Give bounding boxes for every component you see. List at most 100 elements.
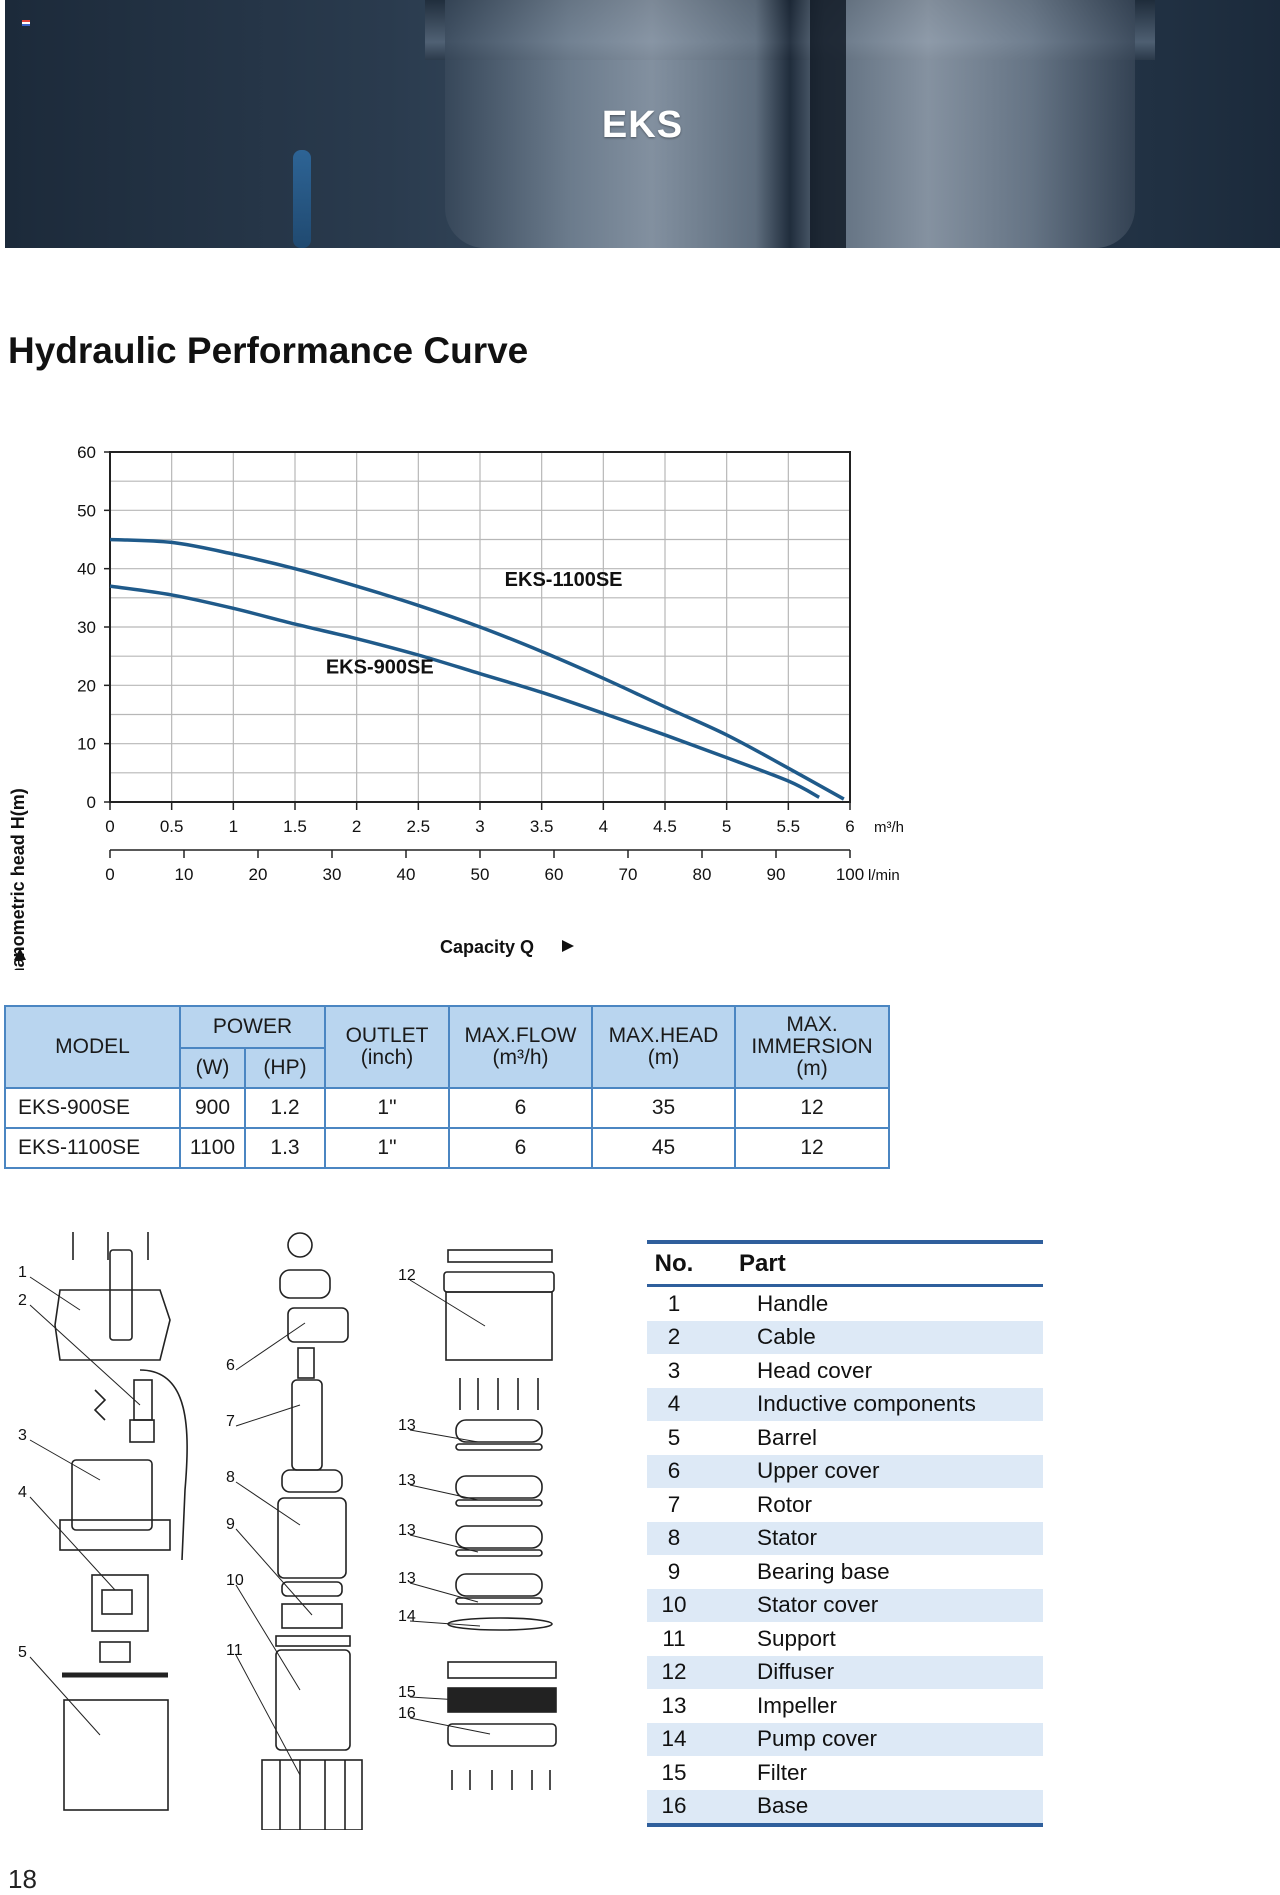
cell-model: EKS-900SE [4, 1087, 181, 1129]
x-tick-label: 1.5 [283, 817, 307, 836]
part-number: 1 [667, 1290, 681, 1316]
cell-hp: 1.2 [244, 1087, 326, 1129]
col-max-flow: MAX.FLOW (m³/h) [448, 1005, 593, 1089]
col-power-hp: (HP) [244, 1047, 326, 1089]
col-power-w: (W) [179, 1047, 246, 1089]
callout-numbers: 1 2 3 4 5 6 7 8 9 10 11 12 13 13 13 13 1… [18, 1264, 416, 1722]
leader-lines [29, 1276, 491, 1776]
cell-outlet: 1" [324, 1087, 450, 1129]
y-axis-arrow-icon [14, 948, 26, 960]
callout: 4 [18, 1484, 27, 1501]
part-number: 7 [667, 1491, 681, 1517]
y-tick-label: 30 [77, 618, 96, 637]
cell-hp: 1.3 [244, 1127, 326, 1169]
callout: 10 [226, 1572, 244, 1589]
callout: 14 [398, 1608, 416, 1625]
spec-table: MODEL POWER OUTLET (inch) MAX.FLOW (m³/h) … [4, 1005, 890, 1169]
x-tick-label: 6 [845, 817, 854, 836]
callout: 7 [226, 1413, 235, 1430]
parts-row: 2 Cable [647, 1320, 1043, 1354]
y-tick-label: 50 [77, 501, 96, 520]
y-tick-label: 10 [77, 735, 96, 754]
parts-row: 13 Impeller [647, 1689, 1043, 1723]
pump-cable-graphic [293, 150, 311, 248]
callout: 12 [398, 1267, 416, 1284]
table-row: EKS-1100SE 1100 1.3 1" 6 45 12 [4, 1127, 890, 1169]
secondary-x-tick-label: 20 [249, 865, 268, 884]
parts-row: 5 Barrel [647, 1421, 1043, 1455]
secondary-x-tick-label: 90 [767, 865, 786, 884]
part-number: 11 [662, 1625, 686, 1651]
page-number: 18 [8, 1864, 37, 1894]
cell-outlet: 1" [324, 1127, 450, 1169]
y-tick-label: 20 [77, 676, 96, 695]
x-tick-label: 3.5 [530, 817, 554, 836]
cell-immersion: 12 [734, 1127, 890, 1169]
part-name: Bearing base [757, 1558, 890, 1584]
y-tick-label: 60 [77, 443, 96, 462]
parts-rows: 1 Handle 2 Cable 3 Head cover 4 Inductive compo… [647, 1287, 1043, 1823]
x-tick-label: 4 [599, 817, 608, 836]
callout: 13 [398, 1570, 416, 1587]
x-axis-label: Capacity Q [440, 937, 534, 957]
pump-body-graphic [445, 0, 1135, 248]
cell-head: 35 [591, 1087, 736, 1129]
series-label: EKS-1100SE [505, 569, 623, 591]
secondary-x-tick-label: 50 [471, 865, 490, 884]
parts-top-rule [647, 1240, 1043, 1244]
part-name: Upper cover [757, 1458, 880, 1484]
part-number: 10 [661, 1592, 687, 1618]
callout: 13 [398, 1522, 416, 1539]
part-name: Diffuser [757, 1659, 835, 1685]
cell-w: 1100 [179, 1127, 246, 1169]
callout: 2 [18, 1292, 27, 1309]
cell-flow: 6 [448, 1127, 593, 1169]
series-line-eks-1100se [109, 537, 845, 801]
secondary-x-tick-label: 80 [693, 865, 712, 884]
cell-head: 45 [591, 1127, 736, 1169]
table-row: EKS-900SE 900 1.2 1" 6 35 12 [4, 1087, 890, 1129]
part-name: Inductive components [757, 1391, 976, 1417]
part-number: 9 [667, 1558, 681, 1584]
callout: 8 [226, 1469, 235, 1486]
x-tick-label: 5.5 [777, 817, 801, 836]
cell-immersion: 12 [734, 1087, 890, 1129]
parts-row: 4 Inductive components [647, 1387, 1043, 1421]
part-number: 14 [661, 1726, 687, 1752]
y-tick-label: 40 [77, 560, 96, 579]
y-tick-label: 0 [87, 793, 96, 812]
part-number: 13 [661, 1692, 687, 1718]
secondary-x-tick-label: 100 [836, 865, 864, 884]
parts-row: 1 Handle [647, 1287, 1043, 1321]
x-tick-label: 1 [229, 817, 238, 836]
chart-labels: 0 10 20 30 40 50 60 0 0.5 1 1.5 2 2.5 3 3.5 4 4.5 5 5.5 6 m³… [14, 443, 904, 960]
callout: 1 [18, 1264, 27, 1281]
exploded-view-diagram: 1 2 3 4 5 6 7 8 9 10 11 12 13 13 13 13 1… [18, 1232, 557, 1830]
callout: 9 [226, 1516, 235, 1533]
col-max-immersion: MAX. IMMERSION (m) [734, 1005, 890, 1089]
cell-w: 900 [179, 1087, 246, 1129]
parts-row: 3 Head cover [647, 1354, 1043, 1388]
callout: 16 [398, 1705, 416, 1722]
part-name: Filter [757, 1759, 807, 1785]
part-number: 12 [661, 1659, 687, 1685]
part-number: 15 [661, 1759, 687, 1785]
parts-row: 16 Base [647, 1789, 1043, 1823]
parts-row: 8 Stator [647, 1521, 1043, 1555]
parts-row: 9 Bearing base [647, 1555, 1043, 1589]
col-max-head: MAX.HEAD (m) [591, 1005, 736, 1089]
secondary-x-tick-label: 70 [619, 865, 638, 884]
part-name: Pump cover [757, 1726, 878, 1752]
parts-row: 11 Support [647, 1622, 1043, 1656]
parts-header: No. Part [647, 1244, 1043, 1287]
hero-banner: EKS [5, 0, 1280, 248]
parts-row: 14 Pump cover [647, 1722, 1043, 1756]
parts-header-part: Part [739, 1250, 786, 1277]
x-tick-label: 0.5 [160, 817, 184, 836]
col-power: POWER [179, 1005, 326, 1049]
callout: 13 [398, 1472, 416, 1489]
parts-row: 6 Upper cover [647, 1454, 1043, 1488]
col-outlet: OUTLET (inch) [324, 1005, 450, 1089]
parts-row: 10 Stator cover [647, 1588, 1043, 1622]
x-tick-label: 2.5 [407, 817, 431, 836]
